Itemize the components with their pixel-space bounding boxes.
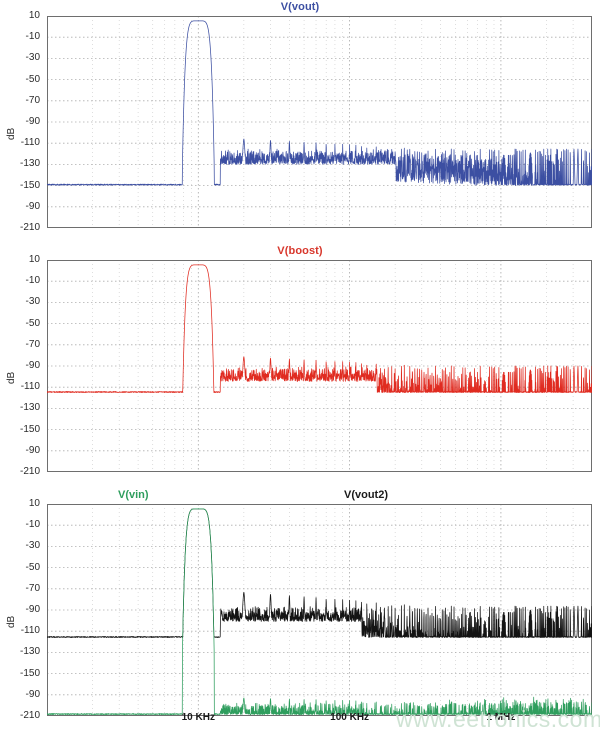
y-tick-label: -10 — [25, 275, 40, 287]
y-axis-title-boost: dB — [6, 371, 17, 384]
y-tick-label: -110 — [20, 381, 40, 393]
trace-vout — [47, 21, 592, 185]
y-tick-label: -90 — [25, 200, 40, 212]
plot-canvas-vin-vout2 — [47, 504, 592, 716]
y-tick-label: 10 — [28, 10, 40, 21]
x-axis-labels: 10 KHz 100 KHz 1 MHz — [0, 708, 600, 732]
y-tick-label: -150 — [19, 179, 40, 191]
y-tick-label: -130 — [19, 158, 40, 170]
y-tick-label: -90 — [25, 444, 40, 456]
y-tick-label: -90 — [25, 116, 40, 127]
y-tick-label: -30 — [25, 540, 40, 552]
y-tick-label: -150 — [19, 423, 40, 435]
y-tick-label: -110 — [20, 625, 40, 637]
y-tick-label: -210 — [19, 466, 40, 477]
y-tick-label: -90 — [25, 604, 40, 615]
x-tick-label: 10 KHz — [181, 712, 215, 723]
plot-area-vin-vout2 — [47, 504, 592, 716]
y-tick-label: -150 — [19, 667, 40, 679]
y-tick-label: -70 — [25, 338, 40, 350]
y-tick-label: 10 — [28, 254, 40, 265]
plot-area-boost — [47, 260, 592, 472]
panel-title-vin: V(vin) — [118, 489, 149, 501]
y-tick-label: -210 — [19, 222, 40, 233]
y-axis-title-vout: dB — [6, 127, 17, 140]
spectrum-panel-boost: V(boost) 10 -10 -30 -50 -70 -90 -110 -130 -150 -9… — [0, 244, 600, 488]
plot-area-vout — [47, 16, 592, 228]
y-tick-label: -50 — [25, 317, 40, 329]
plot-canvas-vout — [47, 16, 592, 228]
y-tick-label: -70 — [25, 582, 40, 594]
y-tick-label: -90 — [25, 360, 40, 371]
panel-title-vout: V(vout) — [280, 1, 320, 13]
panel-title-vout2: V(vout2) — [344, 489, 388, 501]
y-tick-label: -70 — [25, 94, 40, 106]
y-tick-label: 10 — [28, 498, 40, 509]
x-tick-label: 100 KHz — [330, 712, 370, 723]
y-tick-label: -30 — [25, 296, 40, 308]
y-tick-label: -110 — [20, 137, 40, 149]
y-tick-label: -90 — [25, 688, 40, 700]
y-tick-label: -210 — [19, 710, 40, 721]
plot-canvas-boost — [47, 260, 592, 472]
y-tick-label: -130 — [19, 646, 40, 658]
spectrum-panel-vout: V(vout) 10 -10 -30 -50 -70 -90 -110 -130 -150 -90… — [0, 0, 600, 244]
trace-boost — [47, 265, 592, 393]
trace-vout2 — [47, 509, 592, 638]
trace-vin — [47, 509, 592, 715]
y-tick-label: -10 — [25, 519, 40, 531]
panel-title-boost: V(boost) — [277, 245, 323, 257]
y-tick-label: -30 — [25, 52, 40, 64]
y-axis-title-vin-vout2: dB — [6, 615, 17, 628]
spectrum-panel-vin-vout2: V(vin) V(vout2) 10 -10 -30 -50 -70 -90 -110 -13… — [0, 488, 600, 732]
y-tick-label: -10 — [25, 31, 40, 43]
y-tick-label: -130 — [19, 402, 40, 414]
x-tick-label: 1 MHz — [486, 712, 516, 723]
y-tick-label: -50 — [25, 73, 40, 85]
y-tick-label: -50 — [25, 561, 40, 573]
